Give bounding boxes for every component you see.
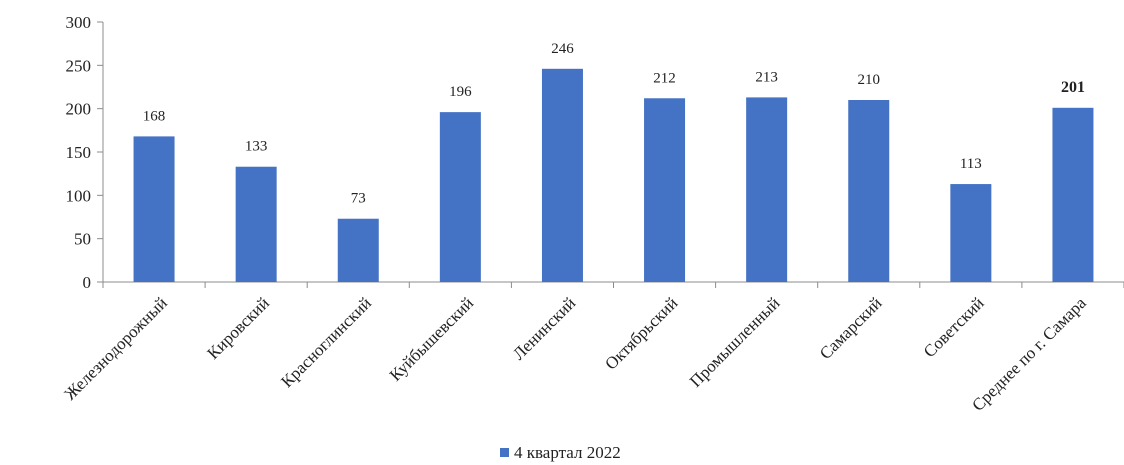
x-tick-label: Самарский: [816, 293, 886, 363]
bar: [746, 97, 788, 283]
category-labels: Железнодорожный Кировский Красноглинский Ку…: [61, 293, 1091, 415]
x-tick-label: Красноглинский: [277, 293, 375, 391]
x-tick-label: Промышленный: [686, 293, 784, 391]
y-tick-label: 50: [74, 230, 91, 249]
data-label: 210: [858, 72, 881, 88]
bar: [848, 100, 890, 282]
data-labels: 168 133 73 196 246 212 213 210 113 201: [143, 41, 1085, 207]
x-tick-label: Ленинский: [509, 293, 579, 363]
y-tick-label: 200: [66, 100, 92, 119]
bar: [439, 112, 481, 282]
legend-label: 4 квартал 2022: [514, 443, 621, 462]
y-tick-label: 0: [83, 273, 92, 292]
y-tick-label: 300: [66, 13, 92, 32]
data-label: 196: [449, 84, 472, 100]
y-tick-label: 100: [66, 186, 92, 205]
bar: [337, 218, 379, 282]
x-tick-label: Среднее по г. Самара: [968, 293, 1090, 415]
legend-swatch: [500, 448, 509, 457]
legend: 4 квартал 2022: [500, 443, 621, 462]
x-tick-label: Кировский: [203, 293, 273, 363]
data-label: 168: [143, 108, 166, 124]
bar: [644, 98, 686, 283]
x-axis: [102, 281, 1124, 288]
bar: [950, 184, 992, 282]
y-axis: 0 50 100 150 200 250 300: [66, 13, 104, 292]
bar: [133, 136, 175, 282]
x-tick-label: Куйбышевский: [386, 293, 477, 384]
data-label: 212: [653, 70, 676, 86]
data-label: 201: [1061, 79, 1085, 96]
bar: [541, 68, 583, 282]
data-label: 73: [351, 191, 366, 207]
data-label: 213: [755, 69, 778, 85]
data-label: 113: [960, 156, 982, 172]
data-label: 246: [551, 41, 574, 57]
x-tick-label: Октябрьский: [601, 293, 681, 373]
bars: [133, 68, 1094, 283]
bar: [1052, 107, 1094, 282]
x-tick-label: Железнодорожный: [61, 293, 171, 403]
x-tick-label: Советский: [920, 293, 988, 361]
bar: [235, 166, 277, 282]
y-tick-label: 250: [66, 56, 92, 75]
data-label: 133: [245, 139, 268, 155]
y-tick-label: 150: [66, 143, 92, 162]
